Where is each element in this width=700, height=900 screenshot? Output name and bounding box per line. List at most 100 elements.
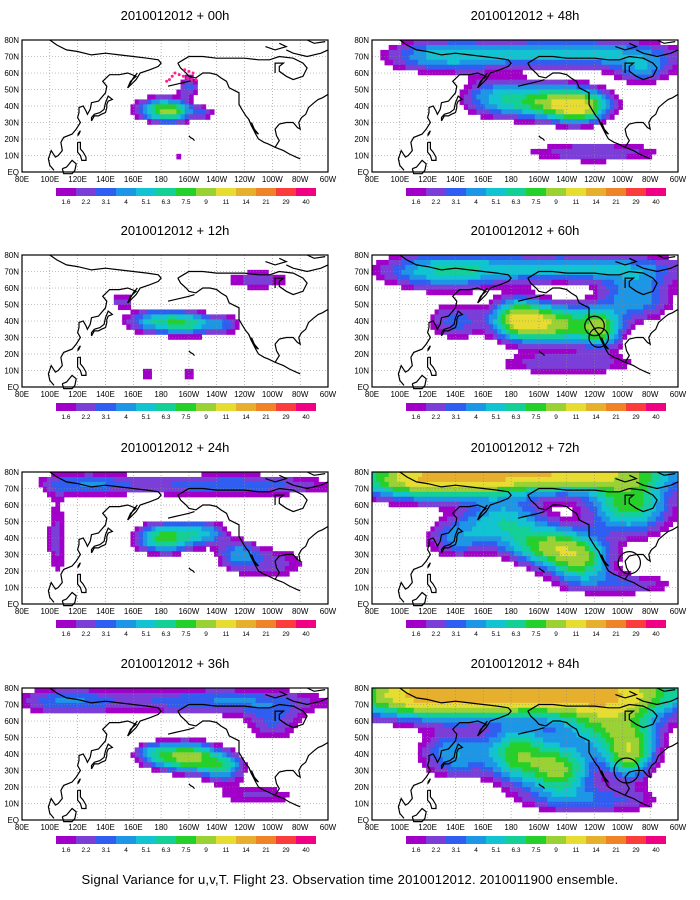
variance-cell <box>59 688 65 694</box>
variance-cell <box>413 472 419 478</box>
variance-cell <box>559 64 565 71</box>
variance-cell <box>605 94 611 100</box>
coastline-segment <box>61 591 77 607</box>
variance-cell <box>255 702 261 709</box>
variance-cell <box>155 486 161 493</box>
variance-cell <box>459 44 465 51</box>
variance-cell <box>143 99 148 105</box>
variance-cell <box>409 59 415 66</box>
variance-cell <box>568 279 573 286</box>
variance-cell <box>614 289 619 296</box>
variance-cell <box>572 551 578 557</box>
variance-cell <box>388 501 394 508</box>
variance-cell <box>434 491 440 498</box>
colorbar-segment <box>426 620 446 628</box>
variance-cell <box>388 491 394 498</box>
variance-cell <box>563 104 569 110</box>
variance-cell <box>605 44 611 51</box>
variance-cell <box>493 274 498 281</box>
variance-cell <box>430 319 436 325</box>
variance-cell <box>614 284 619 291</box>
variance-cell <box>467 84 473 91</box>
variance-cell <box>434 329 440 335</box>
variance-cell <box>238 688 244 694</box>
variance-cell <box>264 476 269 483</box>
variance-cell <box>538 309 544 315</box>
variance-cell <box>388 59 394 66</box>
variance-cell <box>372 496 377 503</box>
variance-cell <box>634 49 640 56</box>
variance-cell <box>297 702 303 709</box>
variance-cell <box>434 59 440 66</box>
variance-cell <box>55 531 61 537</box>
variance-cell <box>184 546 190 552</box>
variance-cell <box>563 516 569 523</box>
variance-cell <box>293 481 298 488</box>
variance-cell <box>401 269 406 276</box>
observation-marker <box>170 74 174 78</box>
variance-cell <box>176 94 182 100</box>
colorbar-segment <box>296 403 316 411</box>
variance-cell <box>109 472 115 478</box>
variance-cell <box>518 269 523 276</box>
variance-cell <box>438 59 444 66</box>
variance-cell <box>493 506 498 513</box>
variance-cell <box>593 49 598 56</box>
variance-cell <box>547 551 553 557</box>
variance-cell <box>426 486 432 493</box>
variance-cell <box>147 526 152 532</box>
colorbar-segment <box>646 188 666 196</box>
variance-cell <box>597 309 603 315</box>
variance-cell <box>563 89 569 96</box>
variance-cell <box>213 536 219 542</box>
variance-cell <box>384 496 390 503</box>
variance-cell <box>672 259 678 266</box>
variance-cell <box>284 476 290 483</box>
variance-cell <box>555 259 561 266</box>
variance-cell <box>651 269 657 276</box>
variance-cell <box>534 324 540 330</box>
variance-cell <box>505 289 511 296</box>
colorbar-label: 1.6 <box>411 199 420 206</box>
variance-cell <box>147 368 152 375</box>
variance-cell <box>434 269 440 276</box>
variance-cell <box>609 329 615 335</box>
variance-cell <box>572 358 578 365</box>
variance-cell <box>422 491 427 498</box>
variance-cell <box>138 104 144 110</box>
variance-cell <box>455 329 461 335</box>
variance-cell <box>614 585 619 592</box>
variance-cell <box>413 476 419 483</box>
variance-cell <box>388 274 394 281</box>
variance-cell <box>459 546 465 552</box>
variance-cell <box>55 511 61 518</box>
variance-cell <box>151 531 157 537</box>
variance-cell <box>247 472 253 478</box>
y-tick-label: 10N <box>4 367 19 376</box>
variance-cell <box>76 472 82 478</box>
variance-cell <box>576 481 582 488</box>
variance-cell <box>522 64 527 71</box>
variance-cell <box>534 79 540 86</box>
variance-cell <box>543 255 548 261</box>
variance-cell <box>651 79 657 86</box>
variance-cell <box>588 358 594 365</box>
variance-cell <box>555 143 561 150</box>
variance-cell <box>447 511 452 518</box>
variance-cell <box>659 69 665 76</box>
variance-cell <box>659 59 665 66</box>
variance-cell <box>655 74 661 81</box>
variance-cell <box>201 692 207 699</box>
variance-cell <box>238 561 244 567</box>
variance-cell <box>397 255 402 261</box>
variance-cell <box>447 516 452 523</box>
variance-cell <box>472 481 477 488</box>
variance-cell <box>134 541 140 547</box>
variance-cell <box>501 309 507 315</box>
variance-cell <box>84 476 90 483</box>
variance-cell <box>209 472 215 478</box>
variance-cell <box>234 566 240 572</box>
variance-cell <box>38 702 44 709</box>
variance-cell <box>668 279 674 286</box>
coastline-segment <box>177 277 301 375</box>
